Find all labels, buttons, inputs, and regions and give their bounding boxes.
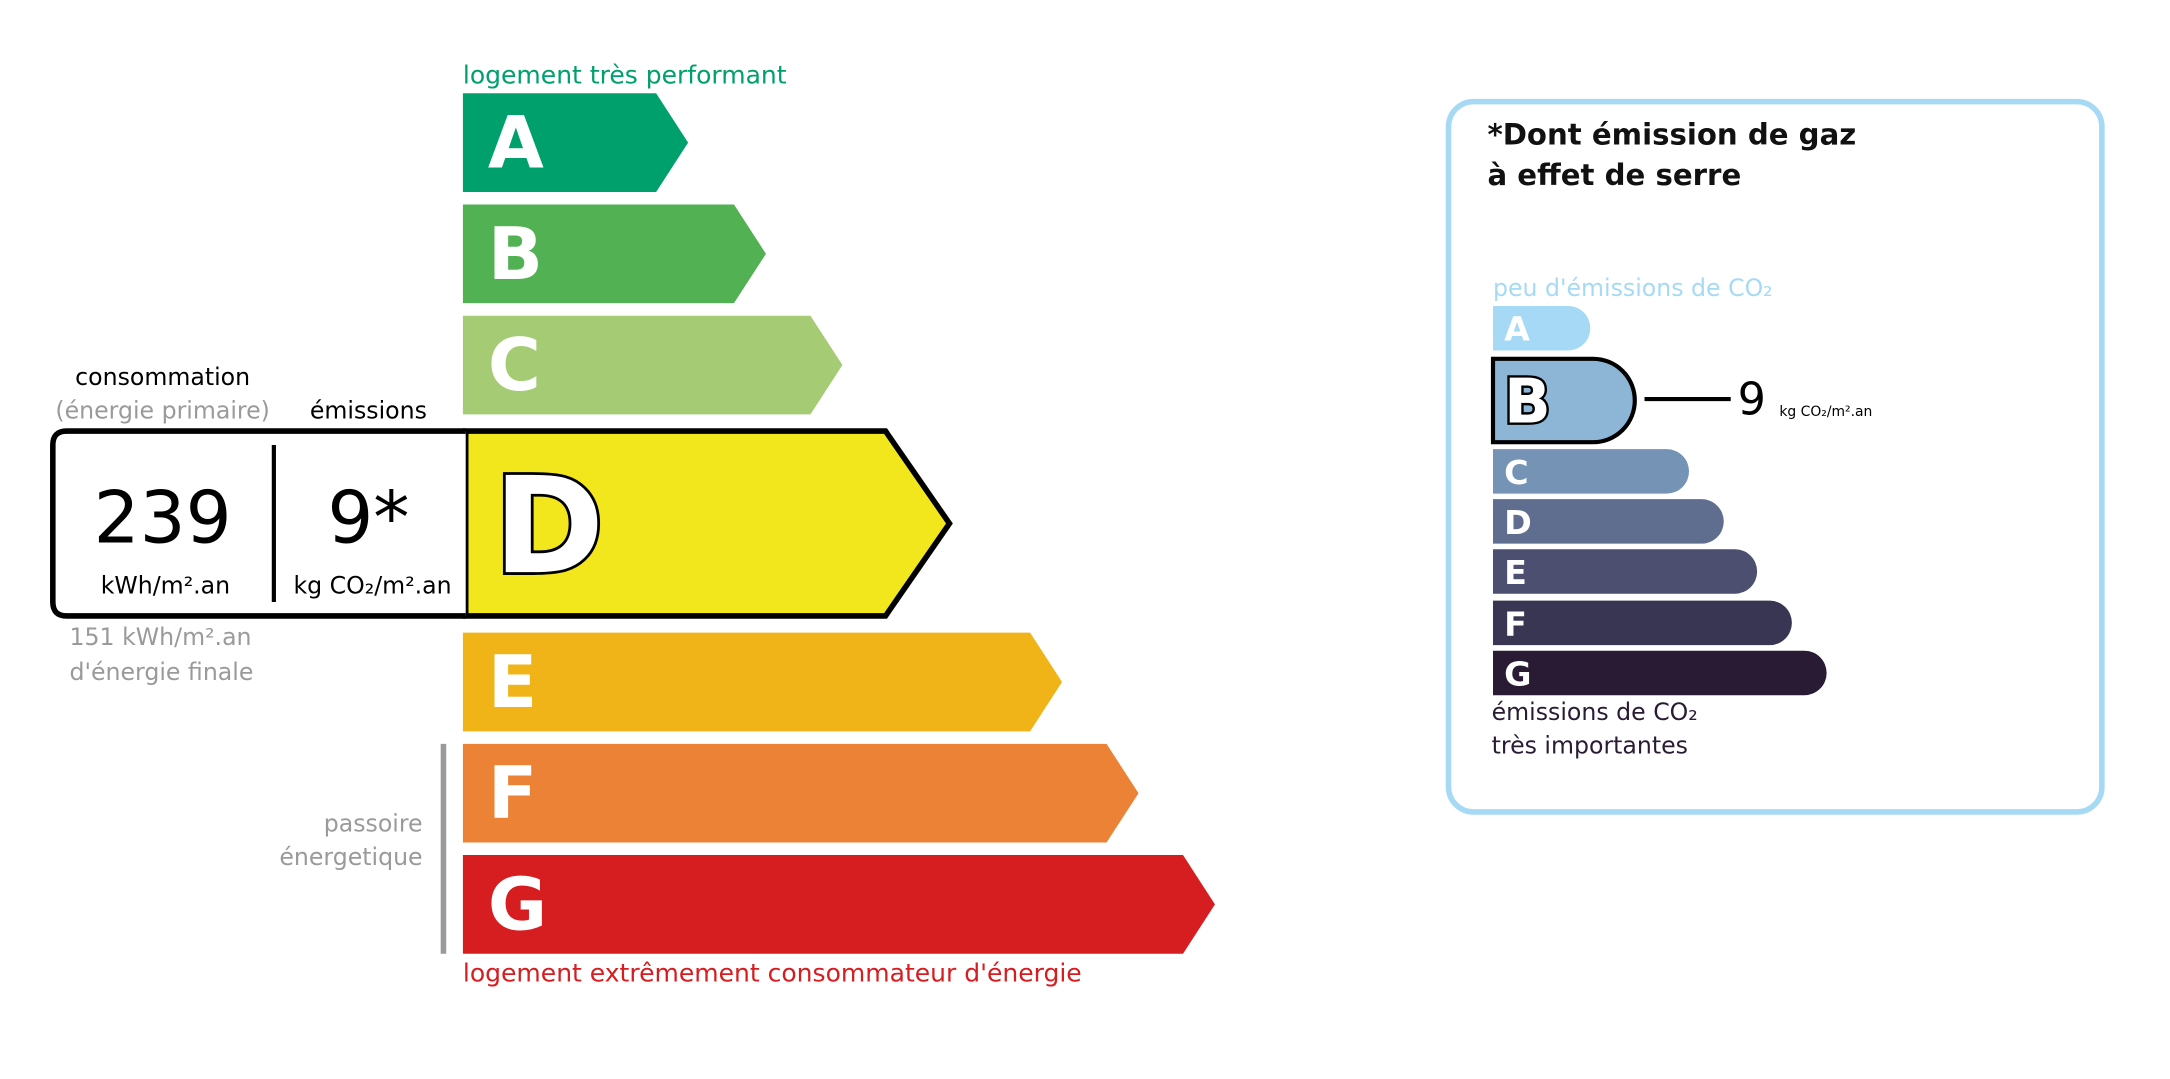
passoire-label-2: énergetique — [279, 843, 422, 871]
energy-class-g: G — [462, 855, 1215, 954]
final-energy-label: d'énergie finale — [70, 658, 254, 686]
ghg-class-e: E — [1493, 549, 1758, 594]
bottom-performance-label: logement extrêmement consommateur d'éner… — [463, 959, 1082, 988]
ghg-letter-b: B — [1504, 367, 1551, 438]
energy-bar-c — [462, 315, 843, 415]
energy-class-f: F — [462, 743, 1139, 843]
ghg-letter-d: D — [1504, 503, 1532, 542]
top-performance-label: logement très performant — [463, 61, 787, 90]
ghg-class-f: F — [1493, 600, 1792, 646]
ghg-class-b: B — [1490, 356, 1637, 445]
ghg-letter-a: A — [1504, 310, 1530, 349]
ghg-bottom-label-1: émissions de CO₂ — [1492, 698, 1698, 726]
consumption-label: consommation — [75, 363, 250, 391]
value-box — [50, 428, 466, 619]
ghg-bar-b — [1490, 356, 1637, 445]
ghg-title-2: à effet de serre — [1487, 158, 1741, 192]
ghg-bar-g — [1493, 650, 1827, 696]
energy-letter-d: D — [493, 449, 604, 604]
ghg-title-1: *Dont émission de gaz — [1487, 118, 1856, 152]
energy-class-c: C — [462, 315, 843, 415]
consumption-unit: kWh/m².an — [101, 572, 230, 600]
energy-letter-g: G — [488, 863, 547, 947]
ghg-bar-f — [1493, 600, 1792, 646]
energy-bar-g — [462, 855, 1215, 954]
energy-letter-e: E — [488, 641, 537, 725]
ghg-bar-a — [1493, 305, 1591, 351]
energy-class-b: B — [462, 204, 766, 304]
ghg-bar-d — [1493, 499, 1724, 544]
ghg-bottom-label-2: très importantes — [1492, 732, 1688, 760]
ghg-class-g: G — [1493, 650, 1827, 696]
ghg-letter-g: G — [1504, 654, 1531, 693]
final-energy-value: 151 kWh/m².an — [70, 623, 252, 651]
ghg-letter-c: C — [1504, 453, 1528, 492]
energy-bar-f — [462, 743, 1139, 843]
energy-letter-f: F — [488, 752, 537, 836]
energy-bar-b — [462, 204, 766, 304]
consumption-sublabel: (énergie primaire) — [55, 397, 269, 425]
ghg-letter-e: E — [1504, 553, 1527, 592]
ghg-class-d: D — [1493, 499, 1724, 544]
energy-class-d: D — [462, 428, 953, 619]
ghg-letter-f: F — [1504, 604, 1527, 643]
energy-class-a: A — [462, 93, 689, 192]
consumption-value: 239 — [94, 476, 232, 560]
energy-letter-c: C — [488, 324, 541, 408]
ghg-top-label: peu d'émissions de CO₂ — [1493, 274, 1773, 302]
ghg-value: 9 — [1738, 374, 1766, 425]
energy-class-e: E — [462, 632, 1063, 732]
ghg-bar-c — [1493, 449, 1690, 494]
energy-bar-a — [462, 93, 689, 192]
emissions-label: émissions — [310, 397, 427, 425]
energy-letter-a: A — [488, 102, 544, 186]
ghg-class-a: A — [1493, 305, 1591, 351]
energy-letter-b: B — [488, 213, 543, 297]
ghg-class-c: C — [1493, 449, 1690, 494]
ghg-bar-e — [1493, 549, 1758, 594]
energy-bar-e — [462, 632, 1063, 732]
ghg-unit: kg CO₂/m².an — [1779, 404, 1872, 420]
passoire-label-1: passoire — [324, 809, 423, 837]
emissions-value: 9* — [327, 476, 409, 560]
emissions-unit: kg CO₂/m².an — [293, 572, 451, 600]
